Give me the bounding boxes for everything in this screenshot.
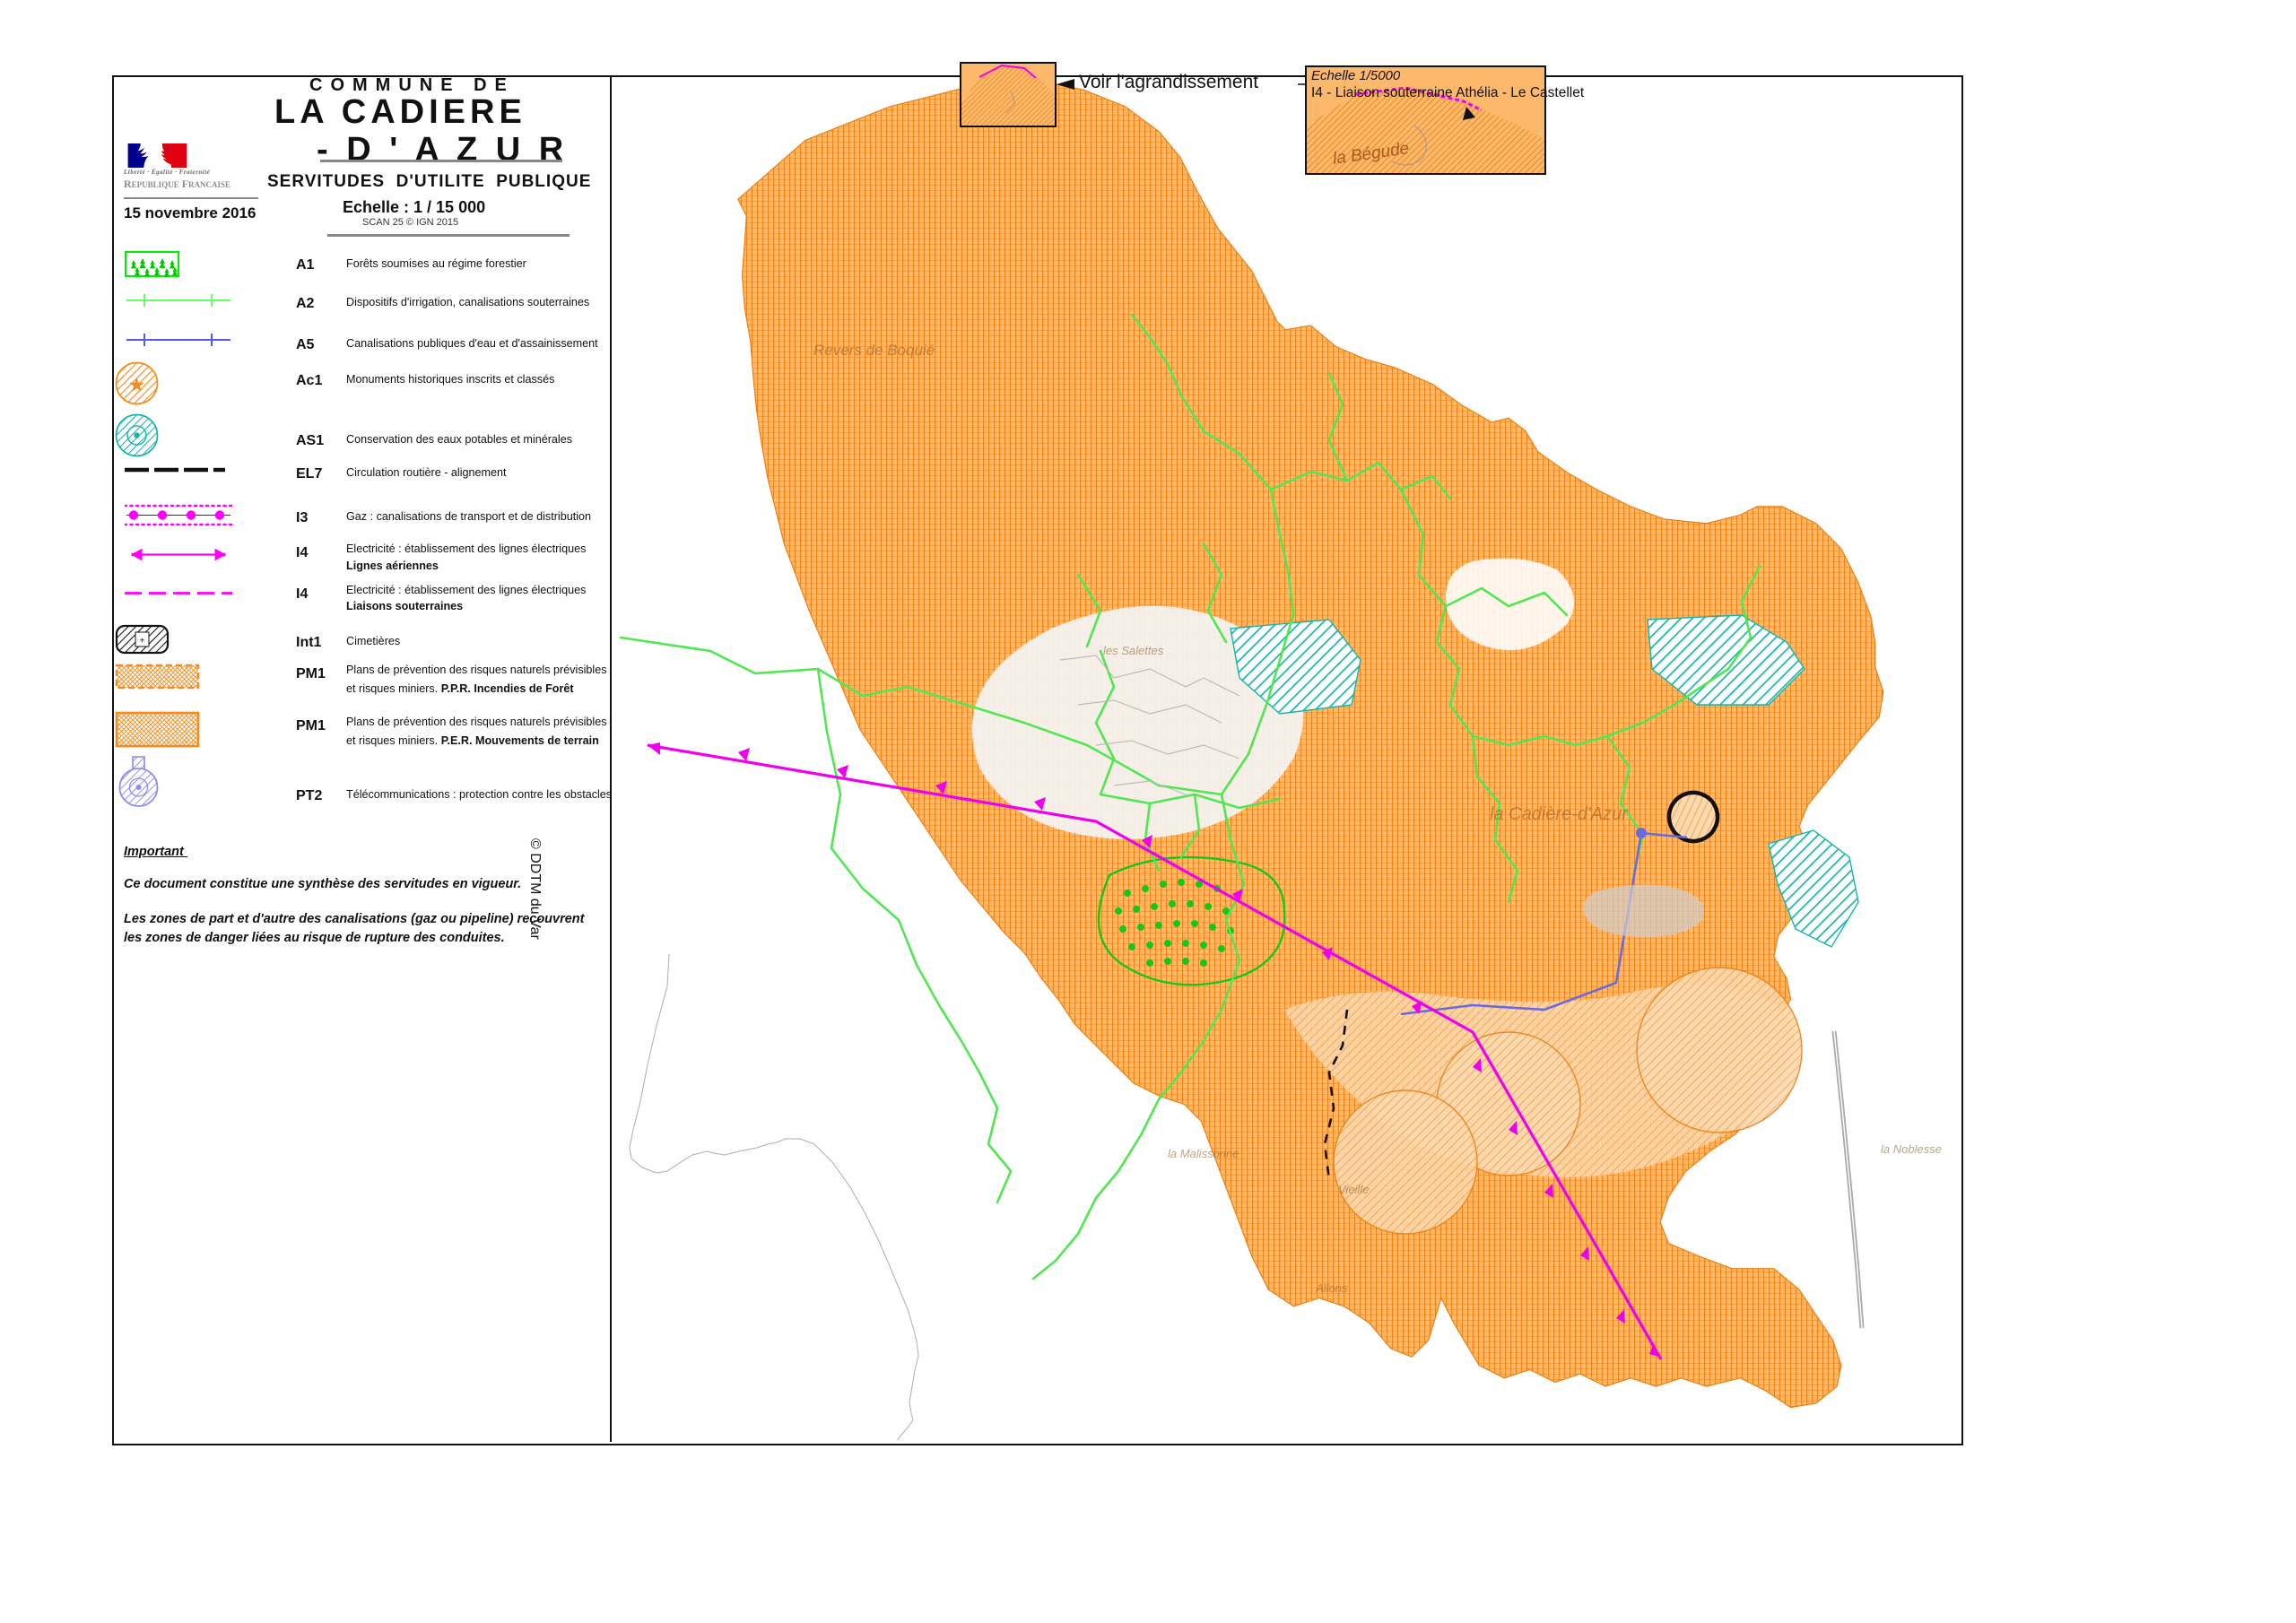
- svg-text:Revers de Boquié: Revers de Boquié: [813, 342, 935, 359]
- svg-text:Allons: Allons: [1315, 1281, 1348, 1295]
- svg-text:la Noblesse: la Noblesse: [1881, 1142, 1942, 1156]
- svg-text:la Malissonne: la Malissonne: [1168, 1147, 1239, 1160]
- svg-text:+: +: [140, 637, 145, 647]
- svg-text:Vieille: Vieille: [1338, 1183, 1369, 1196]
- svg-text:la Cadière-d'Azur: la Cadière-d'Azur: [1490, 804, 1629, 824]
- svg-text:les Salettes: les Salettes: [1103, 644, 1164, 657]
